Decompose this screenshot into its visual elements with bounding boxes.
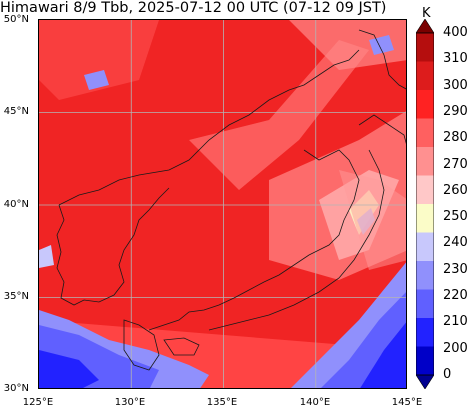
cold-patch-3: [39, 245, 54, 268]
colorbar-segment: [416, 346, 434, 376]
lon-label-125: 125°E: [22, 397, 54, 408]
brightness-temperature-field: [39, 20, 406, 388]
satellite-map[interactable]: [38, 19, 407, 389]
colorbar-tick-label: 290: [443, 103, 468, 119]
colorbar-tick-label: 200: [443, 340, 468, 356]
colorbar-tick-label: 210: [443, 314, 468, 330]
cold-patch-2: [369, 35, 394, 55]
colorbar-tick-label: 240: [443, 235, 468, 251]
colorbar-segment: [416, 33, 434, 62]
colorbar-tick-label: 300: [443, 77, 468, 93]
convection-southwest-deep: [39, 350, 99, 388]
colorbar-tick-label: 250: [443, 209, 468, 225]
colorbar-segment: [416, 118, 434, 148]
cold-region-southeast-deep: [360, 322, 406, 388]
cloud-northeast: [289, 20, 406, 70]
coast-honshu-east: [208, 149, 385, 331]
coast-shikoku: [163, 337, 200, 356]
lat-label-45: 45°N: [3, 106, 29, 117]
colorbar-segment: [416, 175, 434, 205]
colorbar-tick-label: 400: [443, 25, 468, 40]
lon-label-140: 140°E: [299, 397, 331, 408]
colorbar: [416, 19, 434, 389]
coast-sakhalin: [358, 29, 406, 90]
coastlines: [56, 29, 406, 371]
colorbar-segment: [416, 61, 434, 91]
coast-hokkaido: [358, 114, 406, 145]
colorbar-segment: [416, 90, 434, 119]
colorbar-segment: [416, 318, 434, 347]
colorbar-tick-label: 220: [443, 288, 468, 304]
cloud-east-light: [339, 170, 406, 270]
cloud-northwest: [39, 20, 159, 100]
colorbar-tick-label: 260: [443, 182, 468, 198]
lon-label-135: 135°E: [206, 397, 238, 408]
colorbar-tick-label: 310: [443, 51, 468, 67]
colorbar-tick-label: 280: [443, 130, 468, 146]
lon-label-145: 145°E: [391, 397, 423, 408]
coast-honshu-west: [148, 149, 360, 331]
colorbar-unit: K: [422, 6, 431, 21]
colorbar-segment: [416, 204, 434, 233]
colorbar-segment: [416, 289, 434, 319]
colorbar-tick-label: 0: [443, 367, 452, 382]
lat-label-40: 40°N: [3, 199, 29, 210]
coast-mainland-north: [58, 49, 360, 206]
colorbar-extend-high: [416, 19, 434, 34]
lat-label-30: 30°N: [3, 383, 29, 394]
lon-label-130: 130°E: [114, 397, 146, 408]
colorbar-tick-label: 230: [443, 261, 468, 277]
map-title: Himawari 8/9 Tbb, 2025-07-12 00 UTC (07-…: [0, 0, 387, 16]
lat-label-35: 35°N: [3, 291, 29, 302]
colorbar-segment: [416, 261, 434, 290]
gridlines: [39, 20, 406, 388]
colorbar-extend-low: [416, 374, 434, 389]
lat-label-50: 50°N: [3, 14, 29, 25]
colorbar-tick-label: 270: [443, 156, 468, 172]
coast-kyushu: [123, 319, 160, 371]
colorbar-segment: [416, 232, 434, 262]
coast-korea: [56, 187, 170, 306]
cloud-streak-north: [189, 40, 369, 190]
cold-patch-1: [84, 70, 109, 90]
colorbar-segment: [416, 147, 434, 176]
